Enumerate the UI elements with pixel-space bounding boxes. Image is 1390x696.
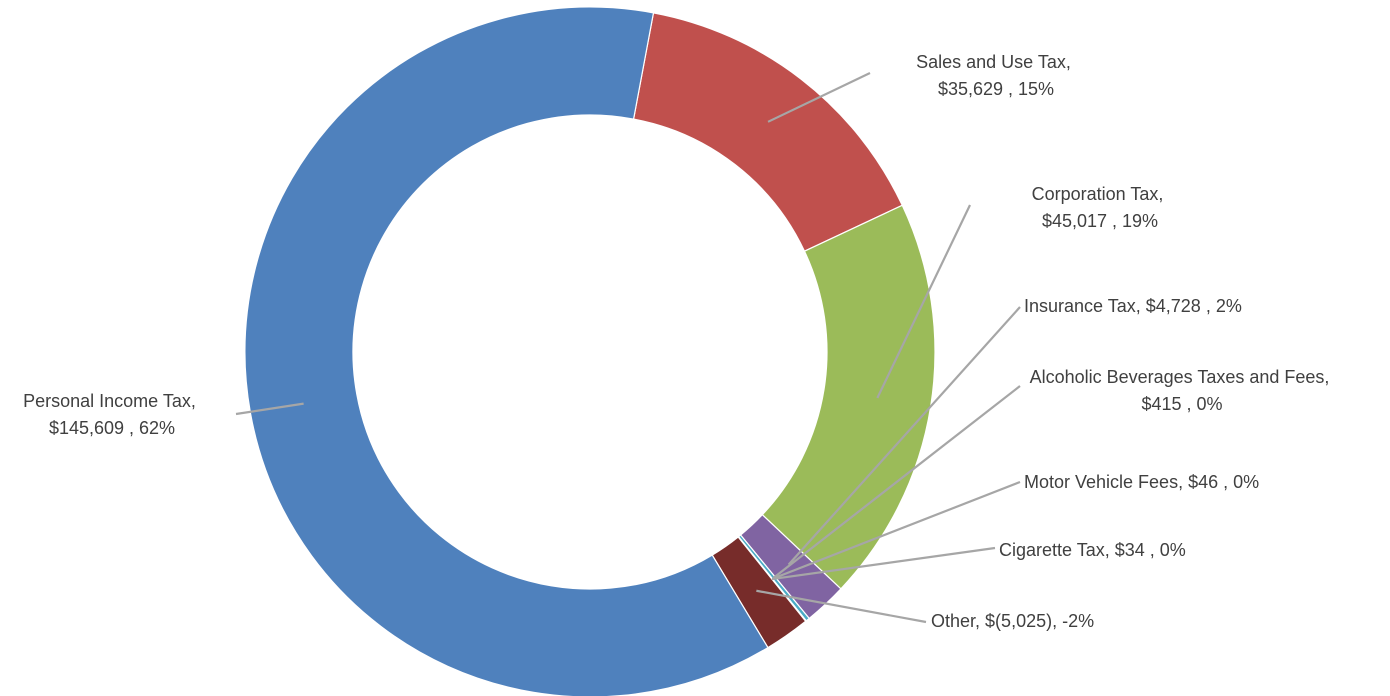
donut-slices xyxy=(244,6,936,696)
slice-personal-income-tax xyxy=(244,6,769,696)
label-personal-income-tax: Personal Income Tax, $145,609 , 62% xyxy=(23,391,201,438)
slice-sales-and-use-tax xyxy=(632,12,904,253)
label-other: Other, $(5,025), -2% xyxy=(931,611,1094,631)
label-other-value: $(5,025), -2% xyxy=(985,611,1094,631)
label-other-name: Other xyxy=(931,611,976,631)
label-sales-and-use-tax-value: $35,629 , 15% xyxy=(938,79,1054,99)
label-alcoholic-beverages-name: Alcoholic Beverages Taxes and Fees xyxy=(1030,367,1325,387)
label-alcoholic-beverages: Alcoholic Beverages Taxes and Fees, $415… xyxy=(1030,367,1335,414)
label-corporation-tax-name: Corporation Tax xyxy=(1032,184,1159,204)
label-cigarette-tax-name: Cigarette Tax xyxy=(999,540,1105,560)
label-cigarette-tax: Cigarette Tax, $34 , 0% xyxy=(999,540,1186,560)
leader-alcoholic-beverages-taxes-and-fees xyxy=(772,385,1021,579)
leader-insurance-tax xyxy=(787,306,1021,566)
leader-cigarette-tax xyxy=(771,546,996,581)
label-sales-and-use-tax-name: Sales and Use Tax xyxy=(916,52,1066,72)
leader-sales-and-use-tax xyxy=(767,72,871,123)
label-personal-income-tax-name: Personal Income Tax xyxy=(23,391,191,411)
slice-corporation-tax xyxy=(761,204,936,590)
leader-other xyxy=(756,589,927,624)
leader-motor-vehicle-fees xyxy=(771,480,1021,580)
label-motor-vehicle-fees: Motor Vehicle Fees, $46 , 0% xyxy=(1024,472,1259,492)
label-motor-vehicle-fees-name: Motor Vehicle Fees xyxy=(1024,472,1178,492)
data-labels: Sales and Use Tax, $35,629 , 15% Corpora… xyxy=(23,52,1335,631)
leader-corporation-tax xyxy=(876,204,971,399)
label-insurance-tax-value: $4,728 , 2% xyxy=(1146,296,1242,316)
label-insurance-tax: Insurance Tax, $4,728 , 2% xyxy=(1024,296,1242,316)
label-sales-and-use-tax: Sales and Use Tax, $35,629 , 15% xyxy=(916,52,1076,99)
label-insurance-tax-name: Insurance Tax xyxy=(1024,296,1136,316)
leader-lines xyxy=(235,72,1021,624)
leader-personal-income-tax xyxy=(235,402,304,416)
label-personal-income-tax-value: $145,609 , 62% xyxy=(49,418,175,438)
label-corporation-tax: Corporation Tax, $45,017 , 19% xyxy=(1032,184,1169,231)
label-alcoholic-beverages-value: $415 , 0% xyxy=(1141,394,1222,414)
label-corporation-tax-value: $45,017 , 19% xyxy=(1042,211,1158,231)
label-cigarette-tax-value: $34 , 0% xyxy=(1115,540,1186,560)
label-motor-vehicle-fees-value: $46 , 0% xyxy=(1188,472,1259,492)
